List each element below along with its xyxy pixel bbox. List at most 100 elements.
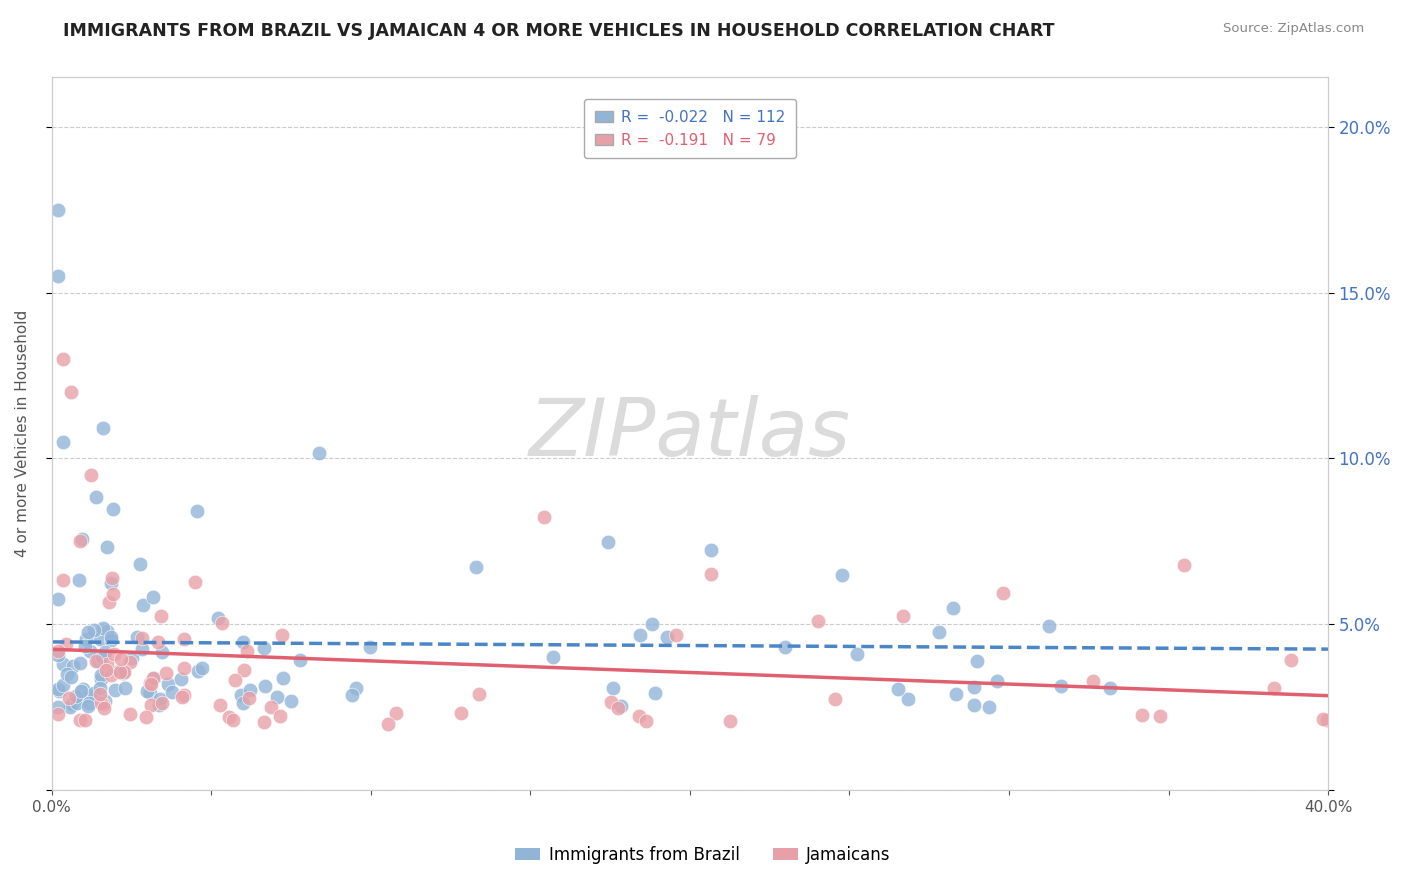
Point <box>135 710 157 724</box>
Point <box>139 677 162 691</box>
Point <box>52 434 75 449</box>
Point <box>1149 708 1171 723</box>
Point <box>52 352 75 367</box>
Point <box>1049 680 1071 694</box>
Point <box>150 609 173 624</box>
Point <box>128 557 150 571</box>
Point <box>655 630 678 644</box>
Point <box>89 688 111 702</box>
Point <box>121 650 143 665</box>
Point <box>139 686 162 700</box>
Point <box>90 650 112 665</box>
Point <box>89 681 111 695</box>
Point <box>966 654 988 668</box>
Point <box>46 648 69 662</box>
Point <box>377 716 399 731</box>
Point <box>70 684 93 698</box>
Point <box>69 657 91 671</box>
Point <box>131 631 153 645</box>
Point <box>187 665 209 679</box>
Point <box>100 632 122 647</box>
Point <box>77 699 100 714</box>
Point <box>93 694 115 708</box>
Point <box>104 683 127 698</box>
Point <box>979 699 1001 714</box>
Point <box>162 685 184 699</box>
Point <box>96 624 118 638</box>
Point <box>183 574 205 589</box>
Point <box>46 681 69 696</box>
Point <box>90 672 112 686</box>
Point <box>208 698 231 712</box>
Point <box>148 698 170 712</box>
Point <box>70 532 93 546</box>
Point <box>641 616 664 631</box>
Point <box>533 510 555 524</box>
Point <box>627 708 650 723</box>
Point <box>135 684 157 698</box>
Text: IMMIGRANTS FROM BRAZIL VS JAMAICAN 4 OR MORE VEHICLES IN HOUSEHOLD CORRELATION C: IMMIGRANTS FROM BRAZIL VS JAMAICAN 4 OR … <box>63 22 1054 40</box>
Point <box>628 628 651 642</box>
Point <box>606 701 628 715</box>
Point <box>46 269 69 284</box>
Point <box>142 590 165 604</box>
Point <box>60 385 83 400</box>
Point <box>83 686 105 700</box>
Point <box>897 692 920 706</box>
Point <box>308 446 330 460</box>
Point <box>928 624 950 639</box>
Point <box>46 202 69 217</box>
Point <box>84 490 107 504</box>
Point <box>1130 708 1153 723</box>
Point <box>1081 673 1104 688</box>
Point <box>118 656 141 670</box>
Point <box>120 706 142 721</box>
Point <box>46 591 69 606</box>
Point <box>236 644 259 658</box>
Point <box>100 570 122 584</box>
Point <box>602 681 624 695</box>
Point <box>173 632 195 647</box>
Point <box>139 676 162 690</box>
Point <box>72 681 94 696</box>
Point <box>211 615 233 630</box>
Point <box>142 671 165 685</box>
Point <box>186 504 208 518</box>
Point <box>52 657 75 672</box>
Point <box>101 586 124 600</box>
Point <box>56 667 79 681</box>
Point <box>66 697 89 711</box>
Point <box>218 710 240 724</box>
Point <box>86 654 108 668</box>
Point <box>84 689 107 703</box>
Point <box>665 628 688 642</box>
Point <box>148 691 170 706</box>
Point <box>963 698 986 712</box>
Point <box>288 653 311 667</box>
Point <box>170 690 193 705</box>
Point <box>1316 713 1339 727</box>
Point <box>55 637 77 651</box>
Point <box>598 534 620 549</box>
Point <box>112 665 135 679</box>
Point <box>887 681 910 696</box>
Point <box>125 631 148 645</box>
Point <box>46 706 69 721</box>
Point <box>945 687 967 701</box>
Point <box>112 666 135 681</box>
Point <box>344 681 367 696</box>
Point <box>831 568 853 582</box>
Point <box>93 697 115 711</box>
Point <box>846 648 869 662</box>
Point <box>150 645 173 659</box>
Point <box>254 679 277 693</box>
Point <box>52 573 75 587</box>
Point <box>385 706 408 720</box>
Point <box>100 576 122 591</box>
Point <box>52 678 75 692</box>
Point <box>132 598 155 612</box>
Point <box>108 665 131 679</box>
Point <box>94 645 117 659</box>
Point <box>94 663 117 677</box>
Point <box>464 560 486 574</box>
